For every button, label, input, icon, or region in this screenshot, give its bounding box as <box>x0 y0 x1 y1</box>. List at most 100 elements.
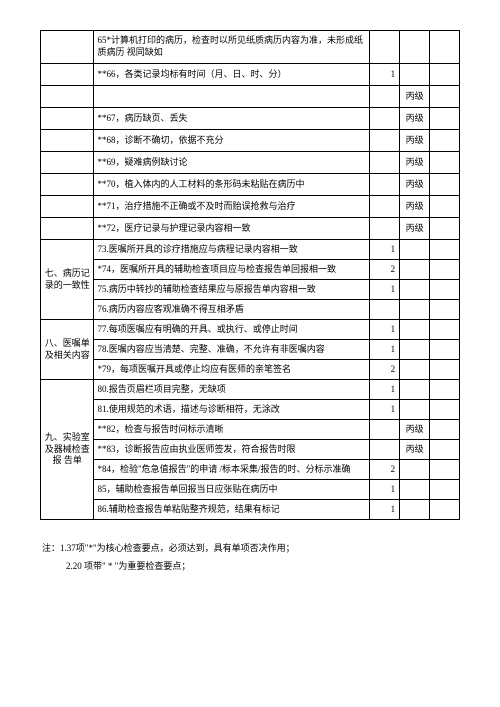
table-row: 86.辅助检查报告单粘贴整齐规范，结果有标记1 <box>41 500 460 520</box>
section-cell <box>41 196 94 218</box>
content-cell: 78.医嘱内容应当清楚、完整、准确，不允许有非医嘱内容 <box>94 340 370 360</box>
level-cell <box>400 340 430 360</box>
table-row: 65*计算机打印的病历，检查时以所见纸质病历内容为准，未形成纸质病历 视同缺如 <box>41 31 460 64</box>
table-row: *74，医嘱所开具的辅助检查项目应与检查报告单回报相一致2 <box>41 260 460 280</box>
score-cell <box>370 31 400 64</box>
score-cell <box>370 440 400 460</box>
blank-cell <box>430 340 460 360</box>
blank-cell <box>430 400 460 420</box>
content-cell: *74，医嘱所开具的辅助检查项目应与检查报告单回报相一致 <box>94 260 370 280</box>
notes-section: 注：1.37项"*"为核心检查要点，必须达到，具有单项否决作用； 2.20 项带… <box>40 540 460 574</box>
blank-cell <box>430 360 460 380</box>
level-cell: 丙级 <box>400 174 430 196</box>
score-cell <box>370 218 400 240</box>
score-cell: 1 <box>370 380 400 400</box>
score-cell <box>370 108 400 130</box>
score-cell: 1 <box>370 340 400 360</box>
table-row: *84，检验"危急值报告"的申请 /标本采集/报告的时、分标示准确2 <box>41 460 460 480</box>
level-cell <box>400 300 430 320</box>
table-row: 76.病历内容应客观准确不得互相矛盾 <box>41 300 460 320</box>
blank-cell <box>430 86 460 108</box>
section-cell <box>41 31 94 64</box>
table-row: **83，诊断报告应由执业医师签发，符合报告时限 丙级 <box>41 440 460 460</box>
blank-cell <box>430 500 460 520</box>
table-row: **70，植入体内的人工材料的条形码未粘贴在病历中 丙级 <box>41 174 460 196</box>
blank-cell <box>430 280 460 300</box>
content-cell <box>94 86 370 108</box>
blank-cell <box>430 218 460 240</box>
blank-cell <box>430 152 460 174</box>
score-cell: 2 <box>370 360 400 380</box>
level-cell <box>400 400 430 420</box>
section-cell <box>41 86 94 108</box>
content-cell: **66，各类记录均标有时间（月、日、时、分） <box>94 64 370 86</box>
level-cell <box>400 480 430 500</box>
content-cell: 85，辅助检查报告单回报当日应张贴在病历中 <box>94 480 370 500</box>
table-row: **72，医疗记录与护理记录内容相一致丙级 <box>41 218 460 240</box>
score-cell <box>370 196 400 218</box>
score-cell: 2 <box>370 260 400 280</box>
blank-cell <box>430 480 460 500</box>
blank-cell <box>430 64 460 86</box>
score-cell: 1 <box>370 240 400 260</box>
table-row: 78.医嘱内容应当清楚、完整、准确，不允许有非医嘱内容1 <box>41 340 460 360</box>
blank-cell <box>430 108 460 130</box>
content-cell: 75.病历中转抄的辅助检查结果应与原报告单内容相一致 <box>94 280 370 300</box>
blank-cell <box>430 260 460 280</box>
note-2: 2.20 项带" * "为重要检查要点； <box>42 558 460 574</box>
level-cell: 丙级 <box>400 108 430 130</box>
level-cell <box>400 320 430 340</box>
section-cell: 九、实验室及器械检查报 告单 <box>41 380 94 520</box>
level-cell: 丙级 <box>400 218 430 240</box>
blank-cell <box>430 380 460 400</box>
score-cell <box>370 86 400 108</box>
blank-cell <box>430 31 460 64</box>
table-row: **68，诊断不确切，依据不充分丙级 <box>41 130 460 152</box>
content-cell: **83，诊断报告应由执业医师签发，符合报告时限 <box>94 440 370 460</box>
content-cell: *84，检验"危急值报告"的申请 /标本采集/报告的时、分标示准确 <box>94 460 370 480</box>
level-cell <box>400 500 430 520</box>
content-cell: 76.病历内容应客观准确不得互相矛盾 <box>94 300 370 320</box>
table-row: **69，疑难病例缺讨论丙级 <box>41 152 460 174</box>
level-cell: 丙级 <box>400 440 430 460</box>
level-cell <box>400 240 430 260</box>
content-cell: **71，治疗措施不正确或不及时而贻误抢救与治疗 <box>94 196 370 218</box>
content-cell: *79，每项医嘱开具或停止均应有医师的亲笔签名 <box>94 360 370 380</box>
table-row: 75.病历中转抄的辅助检查结果应与原报告单内容相一致1 <box>41 280 460 300</box>
score-cell <box>370 174 400 196</box>
table-row: *79，每项医嘱开具或停止均应有医师的亲笔签名2 <box>41 360 460 380</box>
table-row: **82，检查与报告时间标示清晰丙级 <box>41 420 460 440</box>
blank-cell <box>430 440 460 460</box>
table-body: 65*计算机打印的病历，检查时以所见纸质病历内容为准，未形成纸质病历 视同缺如*… <box>41 31 460 520</box>
level-cell: 丙级 <box>400 86 430 108</box>
content-cell: 73.医嘱所开具的诊疗措施应与病程记录内容相一致 <box>94 240 370 260</box>
section-cell <box>41 130 94 152</box>
score-cell: 1 <box>370 280 400 300</box>
score-cell: 1 <box>370 64 400 86</box>
table-row: 丙级 <box>41 86 460 108</box>
level-cell <box>400 380 430 400</box>
score-cell <box>370 130 400 152</box>
section-cell <box>41 108 94 130</box>
table-row: 九、实验室及器械检查报 告单80.报告页眉栏项目完整，无缺项1 <box>41 380 460 400</box>
section-cell <box>41 152 94 174</box>
table-row: 八、医嘱单及相关内容77.每项医嘱应有明确的开具、或执行、或停止时间1 <box>41 320 460 340</box>
level-cell: 丙级 <box>400 152 430 174</box>
level-cell <box>400 260 430 280</box>
content-cell: **68，诊断不确切，依据不充分 <box>94 130 370 152</box>
blank-cell <box>430 300 460 320</box>
content-cell: 80.报告页眉栏项目完整，无缺项 <box>94 380 370 400</box>
score-cell: 1 <box>370 320 400 340</box>
blank-cell <box>430 460 460 480</box>
level-cell <box>400 360 430 380</box>
blank-cell <box>430 240 460 260</box>
level-cell: 丙级 <box>400 420 430 440</box>
content-cell: 77.每项医嘱应有明确的开具、或执行、或停止时间 <box>94 320 370 340</box>
blank-cell <box>430 196 460 218</box>
score-cell: 1 <box>370 500 400 520</box>
section-cell <box>41 218 94 240</box>
table-row: 81.使用规范的术语，描述与诊断相符，无涂改1 <box>41 400 460 420</box>
table-row: **67，病历缺页、丢失 丙级 <box>41 108 460 130</box>
content-cell: **67，病历缺页、丢失 <box>94 108 370 130</box>
content-cell: **70，植入体内的人工材料的条形码未粘贴在病历中 <box>94 174 370 196</box>
